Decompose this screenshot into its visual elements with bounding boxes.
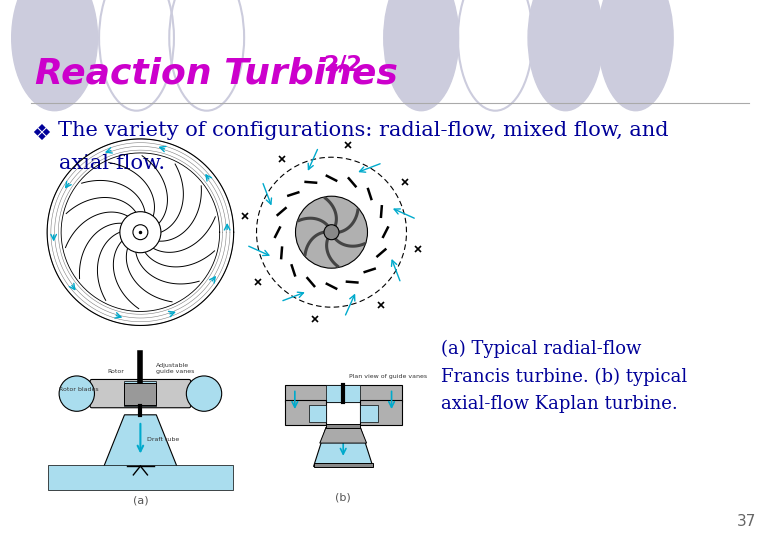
Text: Rotor blades: Rotor blades — [59, 387, 99, 392]
Polygon shape — [320, 428, 367, 443]
Text: (a) Typical radial-flow
Francis turbine. (b) typical
axial-flow Kaplan turbine.: (a) Typical radial-flow Francis turbine.… — [441, 340, 687, 413]
Bar — [285, 384, 402, 402]
Bar — [314, 463, 373, 467]
Circle shape — [186, 376, 222, 411]
Ellipse shape — [12, 0, 98, 111]
Circle shape — [120, 212, 161, 253]
Ellipse shape — [384, 0, 459, 111]
Text: (a): (a) — [133, 495, 148, 505]
Text: Adjustable
guide vanes: Adjustable guide vanes — [156, 363, 195, 374]
Bar — [360, 405, 378, 422]
Text: (b): (b) — [335, 492, 351, 502]
Bar — [360, 400, 402, 425]
Bar — [326, 423, 360, 428]
Bar — [48, 465, 233, 490]
Text: 2/2: 2/2 — [324, 54, 363, 74]
Bar — [309, 405, 326, 422]
Circle shape — [324, 225, 339, 240]
Bar — [125, 381, 156, 406]
Polygon shape — [103, 415, 178, 468]
Circle shape — [59, 376, 94, 411]
Bar — [285, 400, 326, 425]
Polygon shape — [314, 428, 373, 467]
Ellipse shape — [598, 0, 673, 111]
FancyBboxPatch shape — [90, 380, 191, 408]
Text: Rotor: Rotor — [107, 369, 124, 374]
Bar — [125, 383, 156, 405]
Circle shape — [296, 196, 367, 268]
Text: Plan view of guide vanes: Plan view of guide vanes — [349, 374, 427, 380]
Text: ❖: ❖ — [31, 124, 51, 144]
Text: 37: 37 — [737, 514, 757, 529]
Text: Draft tube: Draft tube — [147, 437, 179, 442]
Ellipse shape — [528, 0, 603, 111]
Text: Reaction Turbines: Reaction Turbines — [35, 57, 398, 91]
Text: axial-flow.: axial-flow. — [58, 154, 165, 173]
Circle shape — [133, 225, 148, 240]
Text: The variety of configurations: radial-flow, mixed flow, and: The variety of configurations: radial-fl… — [58, 122, 669, 140]
Bar — [326, 384, 360, 402]
